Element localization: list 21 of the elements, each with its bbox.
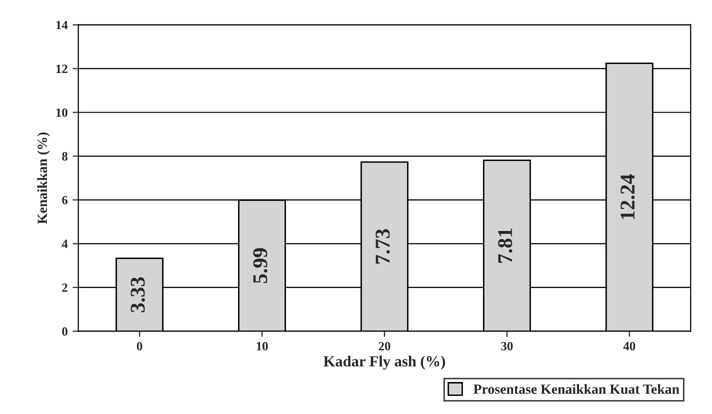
data-label: 7.81 xyxy=(498,228,512,263)
y-axis-title: Kenaikkan (%) xyxy=(37,132,50,224)
x-tick-label: 20 xyxy=(378,342,390,350)
y-tick-label: 2 xyxy=(62,283,68,292)
y-tick-label: 14 xyxy=(56,20,68,30)
y-tick-label: 8 xyxy=(62,152,68,161)
x-tick-label: 40 xyxy=(623,342,636,350)
y-tick-label: 4 xyxy=(62,240,68,248)
x-tick-label: 0 xyxy=(136,342,142,350)
y-tick-label: 6 xyxy=(62,196,68,204)
data-label: 12.24 xyxy=(620,174,635,220)
legend-label: Prosentase Kenaikkan Kuat Tekan xyxy=(474,384,680,394)
y-tick-label: 12 xyxy=(56,64,68,73)
x-tick-label: 10 xyxy=(256,342,268,350)
data-label: 7.73 xyxy=(376,229,390,264)
y-tick-label: 10 xyxy=(56,108,68,117)
x-axis-title: Kadar Fly ash (%) xyxy=(324,356,445,370)
data-label: 3.33 xyxy=(130,277,145,312)
y-tick-label: 0 xyxy=(62,327,68,336)
data-label: 5.99 xyxy=(253,248,268,284)
x-tick-label: 30 xyxy=(501,342,513,350)
